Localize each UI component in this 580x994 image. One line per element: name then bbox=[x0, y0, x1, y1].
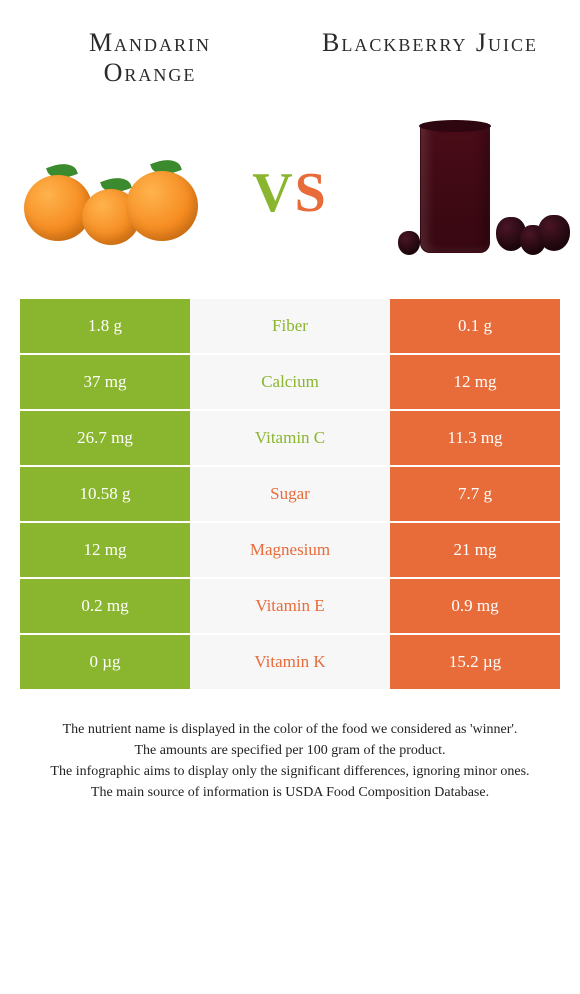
vs-v: V bbox=[252, 162, 294, 224]
table-row: 0.2 mgVitamin E0.9 mg bbox=[20, 579, 560, 635]
footer-line: The main source of information is USDA F… bbox=[20, 782, 560, 803]
table-row: 1.8 gFiber0.1 g bbox=[20, 299, 560, 355]
footer-line: The amounts are specified per 100 gram o… bbox=[20, 740, 560, 761]
nutrient-name-cell: Calcium bbox=[190, 355, 390, 409]
right-food-image bbox=[380, 118, 560, 268]
right-value-cell: 21 mg bbox=[390, 523, 560, 577]
left-value-cell: 1.8 g bbox=[20, 299, 190, 353]
footer-notes: The nutrient name is displayed in the co… bbox=[0, 691, 580, 803]
left-value-cell: 37 mg bbox=[20, 355, 190, 409]
table-row: 0 µgVitamin K15.2 µg bbox=[20, 635, 560, 691]
vs-s: S bbox=[295, 162, 328, 224]
left-value-cell: 0.2 mg bbox=[20, 579, 190, 633]
table-row: 26.7 mgVitamin C11.3 mg bbox=[20, 411, 560, 467]
right-value-cell: 12 mg bbox=[390, 355, 560, 409]
right-value-cell: 11.3 mg bbox=[390, 411, 560, 465]
nutrient-name-cell: Vitamin E bbox=[190, 579, 390, 633]
nutrient-table: 1.8 gFiber0.1 g37 mgCalcium12 mg26.7 mgV… bbox=[20, 298, 560, 691]
mandarin-orange-icon bbox=[20, 133, 200, 253]
left-food-image bbox=[20, 118, 200, 268]
right-value-cell: 0.1 g bbox=[390, 299, 560, 353]
right-value-cell: 7.7 g bbox=[390, 467, 560, 521]
nutrient-name-cell: Magnesium bbox=[190, 523, 390, 577]
nutrient-name-cell: Sugar bbox=[190, 467, 390, 521]
left-value-cell: 10.58 g bbox=[20, 467, 190, 521]
left-value-cell: 26.7 mg bbox=[20, 411, 190, 465]
right-value-cell: 0.9 mg bbox=[390, 579, 560, 633]
left-food-title: Mandarin Orange bbox=[40, 28, 260, 88]
footer-line: The nutrient name is displayed in the co… bbox=[20, 719, 560, 740]
footer-line: The infographic aims to display only the… bbox=[20, 761, 560, 782]
table-row: 37 mgCalcium12 mg bbox=[20, 355, 560, 411]
right-value-cell: 15.2 µg bbox=[390, 635, 560, 689]
hero-row: VS bbox=[0, 98, 580, 298]
left-value-cell: 0 µg bbox=[20, 635, 190, 689]
left-value-cell: 12 mg bbox=[20, 523, 190, 577]
nutrient-name-cell: Vitamin K bbox=[190, 635, 390, 689]
table-row: 12 mgMagnesium21 mg bbox=[20, 523, 560, 579]
right-food-title: Blackberry Juice bbox=[320, 28, 540, 88]
vs-label: VS bbox=[252, 161, 328, 225]
table-row: 10.58 gSugar7.7 g bbox=[20, 467, 560, 523]
header: Mandarin Orange Blackberry Juice bbox=[0, 0, 580, 98]
blackberry-juice-icon bbox=[380, 113, 560, 273]
nutrient-name-cell: Fiber bbox=[190, 299, 390, 353]
nutrient-name-cell: Vitamin C bbox=[190, 411, 390, 465]
